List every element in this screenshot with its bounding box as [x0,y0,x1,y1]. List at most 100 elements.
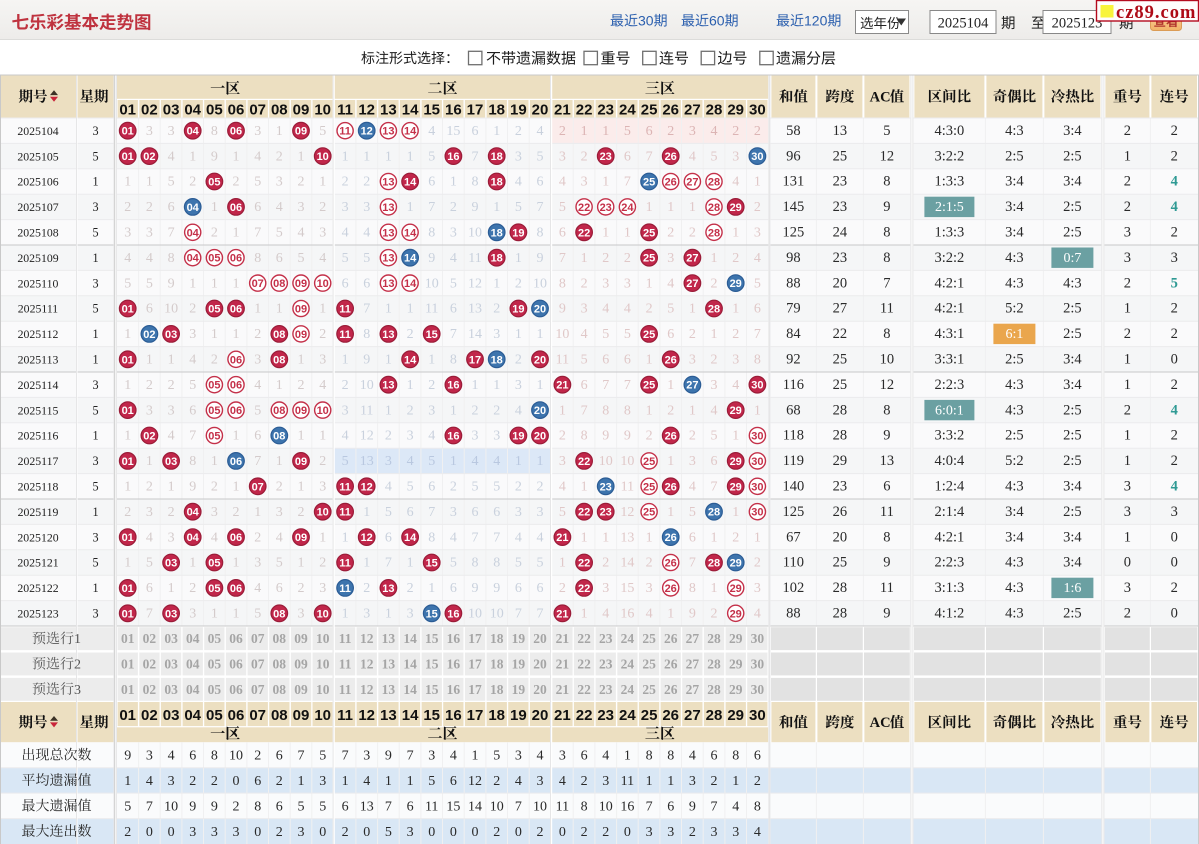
svg-text:2025108: 2025108 [17,226,58,240]
svg-text:1: 1 [211,607,218,622]
svg-text:18: 18 [491,354,503,366]
svg-text:9: 9 [602,429,609,444]
svg-text:6: 6 [407,799,414,814]
svg-text:2: 2 [689,327,696,342]
svg-text:4: 4 [559,480,566,495]
svg-text:1: 1 [233,226,240,241]
svg-text:1: 1 [754,530,761,545]
svg-text:8: 8 [428,530,435,545]
svg-text:2: 2 [407,403,414,418]
svg-text:1: 1 [211,454,218,469]
svg-text:1: 1 [385,774,392,789]
svg-text:08: 08 [273,631,287,646]
svg-text:9: 9 [689,607,696,622]
svg-text:09: 09 [294,682,308,697]
svg-text:5: 5 [450,276,457,291]
svg-text:4: 4 [450,749,457,764]
svg-text:3: 3 [92,124,98,138]
svg-text:4: 4 [732,799,739,814]
svg-text:3: 3 [493,327,500,342]
svg-text:5:2: 5:2 [1005,453,1024,469]
svg-text:06: 06 [230,456,242,468]
svg-text:2: 2 [168,505,175,520]
svg-text:5: 5 [92,403,98,417]
svg-text:1: 1 [711,530,718,545]
svg-text:03: 03 [165,329,177,341]
svg-text:05: 05 [208,405,220,417]
svg-text:3:4: 3:4 [1063,123,1082,139]
svg-text:7: 7 [624,378,631,393]
svg-text:3: 3 [92,454,98,468]
svg-text:7: 7 [754,327,761,342]
svg-text:15: 15 [426,558,438,570]
svg-text:29: 29 [730,456,742,468]
svg-text:04: 04 [187,507,200,519]
svg-text:12: 12 [880,377,895,393]
svg-text:3: 3 [211,825,218,840]
svg-text:2: 2 [754,124,761,139]
svg-text:06: 06 [230,126,242,138]
svg-text:6: 6 [689,530,696,545]
svg-text:3: 3 [168,124,175,139]
svg-text:5: 5 [385,825,392,840]
svg-text:05: 05 [208,380,220,392]
svg-text:09: 09 [295,278,307,290]
svg-text:09: 09 [295,532,307,544]
svg-text:5: 5 [428,149,435,164]
svg-text:3: 3 [428,403,435,418]
svg-text:125: 125 [783,504,805,520]
svg-text:15: 15 [425,682,439,697]
svg-text:8: 8 [883,225,890,241]
svg-text:2: 2 [189,302,196,317]
svg-text:30: 30 [751,151,763,163]
svg-text:1: 1 [124,327,131,342]
svg-text:11: 11 [556,799,569,814]
svg-text:5: 5 [363,251,370,266]
svg-text:04: 04 [186,682,200,697]
svg-text:21: 21 [556,380,568,392]
svg-text:15: 15 [425,657,439,672]
svg-text:8: 8 [646,749,653,764]
svg-text:06: 06 [230,583,242,595]
svg-text:13: 13 [382,126,394,138]
svg-text:23: 23 [833,479,848,495]
svg-text:6: 6 [254,774,261,789]
svg-text:18: 18 [491,253,503,265]
svg-text:0: 0 [1171,529,1178,545]
svg-text:02: 02 [141,102,158,119]
svg-text:3: 3 [92,276,98,290]
svg-text:3: 3 [559,454,566,469]
svg-text:22: 22 [578,558,590,570]
svg-text:1: 1 [124,556,131,571]
svg-text:28: 28 [833,580,848,596]
svg-text:2025121: 2025121 [17,556,58,570]
svg-text:2: 2 [298,175,305,190]
svg-text:07: 07 [251,631,265,646]
svg-text:4: 4 [407,454,414,469]
svg-text:1: 1 [189,276,196,291]
svg-text:1: 1 [124,378,131,393]
svg-text:6: 6 [493,505,500,520]
svg-text:2: 2 [254,530,261,545]
svg-text:5: 5 [515,200,522,215]
svg-text:15: 15 [423,707,440,724]
svg-text:1: 1 [428,581,435,596]
svg-text:5: 5 [754,276,761,291]
svg-text:4: 4 [689,749,696,764]
svg-text:18: 18 [490,657,504,672]
svg-text:1: 1 [493,124,500,139]
svg-text:1: 1 [407,774,414,789]
svg-text:27: 27 [686,253,698,265]
svg-text:4: 4 [689,480,696,495]
svg-text:8: 8 [559,276,566,291]
svg-text:2025105: 2025105 [17,149,58,163]
svg-text:1: 1 [1124,529,1131,545]
svg-text:8: 8 [754,353,761,368]
svg-text:15: 15 [620,581,634,596]
svg-text:29: 29 [730,202,742,214]
svg-text:11: 11 [337,102,353,119]
svg-text:0: 0 [1171,555,1178,571]
svg-text:11: 11 [339,682,352,697]
svg-text:8: 8 [189,454,196,469]
svg-text:8: 8 [581,429,588,444]
